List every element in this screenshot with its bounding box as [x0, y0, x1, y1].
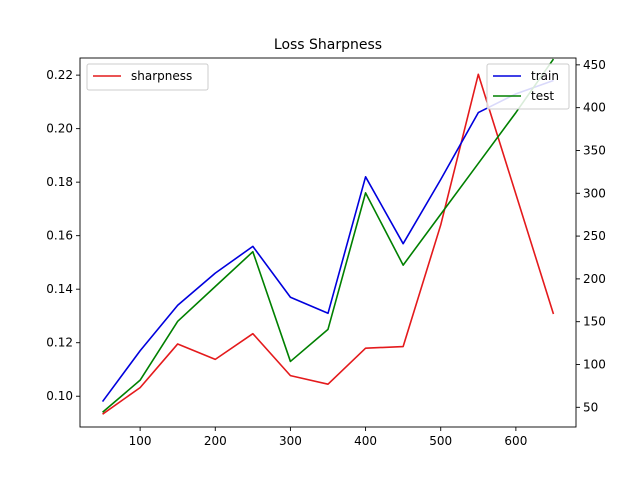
x-tick-label: 300 [279, 434, 302, 448]
legend-label-test: test [531, 89, 554, 103]
x-tick-label: 400 [354, 434, 377, 448]
left-y-tick-label: 0.10 [46, 389, 73, 403]
left-y-tick-label: 0.14 [46, 282, 73, 296]
left-y-tick-label: 0.20 [46, 122, 73, 136]
left-y-tick-label: 0.18 [46, 175, 73, 189]
x-tick-label: 100 [129, 434, 152, 448]
left-y-tick-label: 0.22 [46, 68, 73, 82]
series-line-test [102, 58, 555, 413]
left-y-tick-label: 0.16 [46, 229, 73, 243]
right-y-tick-label: 250 [583, 229, 606, 243]
chart-title: Loss Sharpness [274, 37, 382, 53]
left-y-tick-label: 0.12 [46, 336, 73, 350]
right-y-tick-label: 200 [583, 272, 606, 286]
legend-box-top-left [86, 63, 209, 91]
right-y-tick-label: 400 [583, 101, 606, 115]
series-line-train [101, 79, 554, 403]
right-y-tick-label: 450 [583, 58, 606, 72]
right-y-tick-label: 100 [583, 358, 606, 372]
plot-frame [79, 57, 577, 428]
right-y-tick-label: 300 [583, 186, 606, 200]
x-tick-label: 600 [504, 434, 527, 448]
legend-label-train: train [531, 69, 559, 83]
legend-label-sharpness: sharpness [131, 69, 192, 83]
x-tick-label: 500 [429, 434, 452, 448]
plot-area [80, 58, 576, 427]
right-y-tick-label: 50 [583, 400, 598, 414]
right-y-tick-label: 350 [583, 143, 606, 157]
right-y-tick-label: 150 [583, 315, 606, 329]
series-line-sharpness [102, 73, 555, 415]
x-tick-label: 200 [204, 434, 227, 448]
